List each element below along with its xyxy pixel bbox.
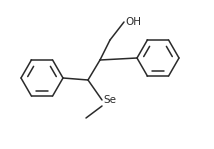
- Text: Se: Se: [103, 95, 116, 105]
- Text: OH: OH: [125, 17, 141, 27]
